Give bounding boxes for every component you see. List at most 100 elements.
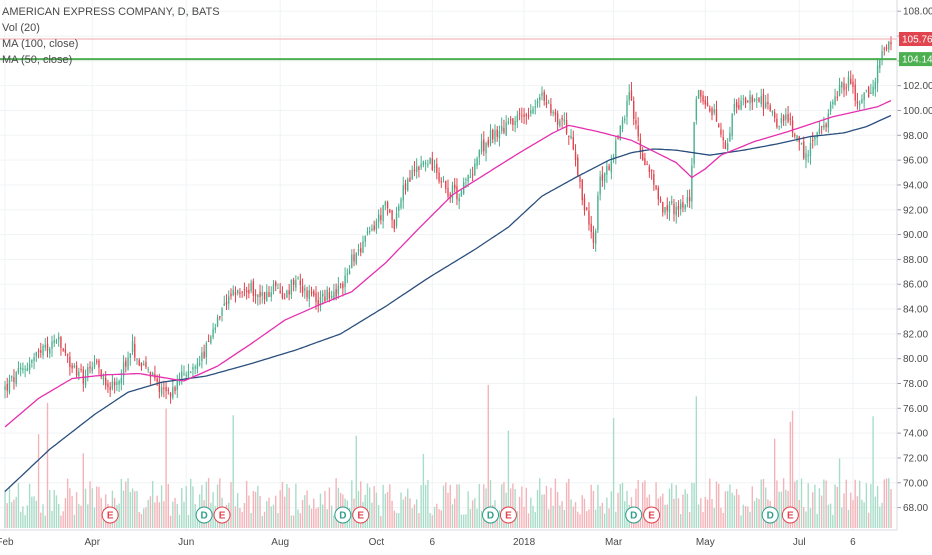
volume-bar: [283, 496, 286, 528]
resistance-label: 104.14: [902, 55, 932, 66]
candle-body: [384, 201, 387, 206]
volume-bar: [820, 495, 823, 528]
candle-body: [283, 298, 286, 300]
volume-bar: [151, 480, 154, 528]
volume-bar: [679, 514, 682, 528]
volume-bar: [796, 479, 798, 528]
candle-body: [823, 125, 825, 128]
volume-bar: [773, 438, 776, 528]
volume-bar: [483, 484, 485, 528]
candle-body: [838, 84, 841, 97]
candle-body: [679, 203, 682, 210]
candle-body: [449, 193, 451, 197]
volume-bar: [554, 478, 557, 528]
candle-body: [608, 166, 610, 171]
volume-bar: [858, 480, 861, 528]
candle-body: [507, 121, 510, 124]
candle-body: [870, 92, 872, 94]
volume-bar: [71, 496, 73, 528]
volume-bar: [590, 484, 592, 528]
candle-body: [758, 97, 760, 102]
volume-bar: [360, 481, 362, 528]
candle-body: [281, 292, 284, 299]
volume-bar: [178, 514, 181, 528]
candle-body: [724, 142, 727, 149]
y-tick-label: 86.00: [903, 280, 928, 291]
candle-body: [861, 98, 863, 104]
volume-bar: [201, 485, 203, 528]
candle-body: [447, 187, 449, 197]
volume-bar: [682, 494, 684, 528]
volume-bar: [371, 502, 373, 528]
volume-bar: [545, 485, 548, 528]
volume-bar: [308, 504, 310, 528]
volume-bar: [465, 514, 467, 528]
candle-body: [324, 296, 326, 302]
volume-bar: [818, 488, 821, 528]
volume-bar: [46, 402, 49, 528]
volume-bar: [24, 515, 26, 528]
candle-body: [594, 231, 597, 245]
volume-bar: [386, 492, 389, 528]
volume-bar: [436, 503, 438, 528]
y-tick-label: 82.00: [903, 329, 928, 340]
candle-body: [266, 291, 268, 301]
candle-body: [789, 118, 792, 120]
candle-body: [181, 371, 183, 378]
x-tick-label: Aug: [271, 537, 289, 548]
candle-body: [688, 197, 691, 202]
candle-body: [834, 96, 836, 105]
candle-body: [574, 151, 577, 160]
price-levels: [0, 38, 897, 61]
candle-body: [847, 76, 850, 88]
candle-body: [521, 115, 523, 117]
volume-bar: [373, 486, 375, 528]
volume-bar: [675, 484, 677, 528]
candle-body: [6, 383, 8, 391]
volume-bar: [536, 490, 539, 528]
candle-body: [601, 174, 604, 181]
candle-body: [163, 387, 165, 389]
candle-body: [876, 65, 879, 84]
candle-body: [637, 125, 639, 137]
candle-body: [109, 386, 111, 391]
volume-bar: [588, 509, 590, 528]
volume-bar: [127, 478, 129, 528]
x-tick-label: 6: [430, 537, 436, 548]
candle-body: [467, 174, 469, 182]
volume-bar: [503, 482, 505, 528]
volume-bar: [850, 492, 852, 528]
candle-body: [424, 162, 427, 164]
candle-body: [239, 292, 241, 295]
candle-body: [619, 126, 621, 141]
candle-body: [485, 143, 487, 154]
volume-bar: [355, 435, 357, 528]
candle-body: [809, 142, 812, 156]
candle-body: [818, 128, 821, 134]
candle-body: [71, 365, 73, 369]
candle-body: [740, 100, 742, 110]
volume-bar: [212, 492, 214, 528]
candle-body: [881, 51, 883, 59]
earnings-marker-label: E: [787, 511, 794, 522]
volume-bar: [816, 513, 818, 528]
volume-bar: [541, 494, 543, 528]
volume-bar: [803, 506, 805, 528]
candle-body: [26, 368, 29, 372]
volume-bar: [814, 484, 816, 528]
volume-bar: [659, 496, 662, 528]
candle-body: [749, 95, 751, 104]
candle-body: [872, 86, 874, 94]
candle-body: [767, 102, 769, 105]
volume-bar: [286, 484, 288, 528]
volume-bar: [445, 482, 447, 528]
candle-body: [682, 202, 684, 208]
candle-body: [720, 129, 722, 135]
volume-bar: [62, 511, 64, 528]
candle-body: [346, 273, 349, 275]
y-tick-label: 100.00: [903, 106, 932, 117]
candle-body: [552, 111, 554, 114]
candle-body: [75, 365, 78, 376]
